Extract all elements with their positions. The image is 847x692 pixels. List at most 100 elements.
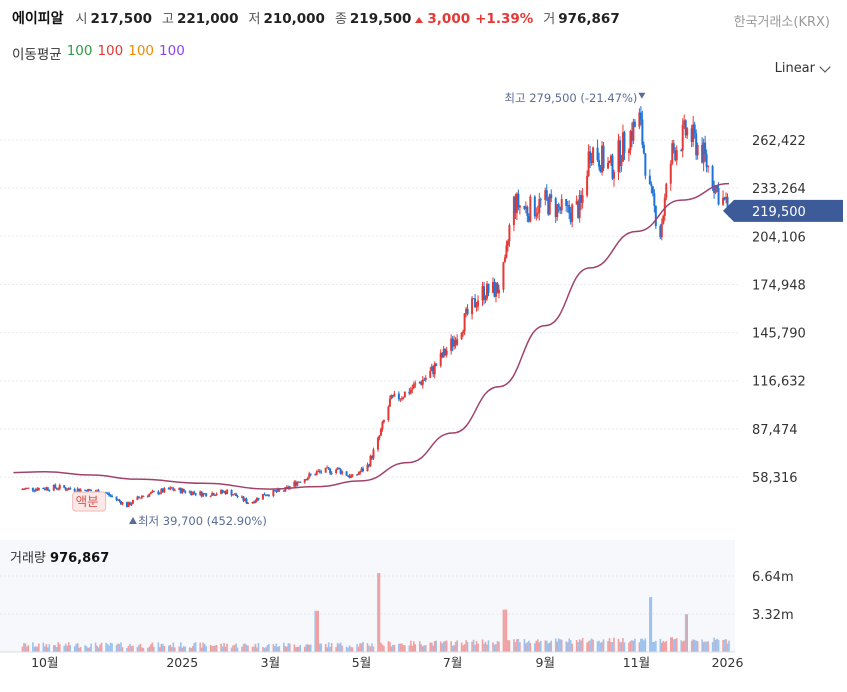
volume-bar	[649, 597, 651, 652]
high-label: 고	[162, 12, 174, 27]
candle-body	[484, 298, 487, 301]
volume-bar	[466, 641, 469, 652]
volume-bar	[528, 640, 530, 652]
volume-bar	[54, 645, 57, 652]
volume-bar	[704, 641, 706, 652]
scale-dropdown[interactable]: Linear	[775, 60, 831, 76]
volume-bar	[121, 647, 124, 652]
volume-bar	[669, 637, 672, 652]
volume-bar	[444, 640, 446, 652]
volume-bar	[423, 645, 426, 652]
volume-bar	[209, 644, 212, 652]
candle-body	[441, 353, 444, 358]
candle-body	[327, 467, 330, 469]
candle-body	[565, 198, 568, 206]
close-value: 219,500	[349, 11, 412, 27]
candle-body	[442, 348, 445, 358]
candle-body	[220, 490, 223, 494]
candle-body	[345, 471, 348, 476]
candle-body	[536, 212, 539, 214]
candle-body	[169, 487, 172, 490]
volume-bar	[545, 640, 548, 652]
volume-bar	[581, 637, 584, 652]
volume-bar	[707, 641, 709, 652]
volume-bar	[575, 640, 578, 652]
volume-bar	[401, 643, 403, 652]
candle-body	[456, 339, 459, 345]
volume-bar	[35, 646, 37, 652]
candle-body	[226, 490, 229, 495]
volume-bar	[244, 643, 246, 652]
candle-body	[596, 147, 599, 161]
volume-bar	[33, 646, 36, 652]
volume-bar	[690, 640, 693, 652]
candle-body	[423, 379, 426, 381]
volume-bar	[587, 641, 590, 652]
candle-body	[382, 420, 385, 422]
volume-bar	[607, 641, 609, 652]
low-annotation-group: 최저 39,700 (452.90%)	[128, 514, 267, 528]
volume-bar	[200, 647, 203, 652]
ma-period-1[interactable]: 100	[66, 43, 93, 59]
volume-bar	[692, 639, 694, 652]
volume-bar	[115, 644, 118, 652]
candle-body	[191, 491, 194, 495]
candle-body	[705, 154, 708, 168]
candle-body	[34, 488, 37, 491]
candle-body	[462, 331, 465, 334]
ma-period-4[interactable]: 100	[159, 43, 185, 59]
candle-body	[336, 467, 339, 470]
volume-bar	[362, 642, 364, 652]
ma-period-2[interactable]: 100	[97, 43, 124, 59]
volume-bar	[147, 647, 149, 652]
volume-bar	[381, 644, 384, 652]
volume-bar	[308, 644, 311, 652]
volume-bar	[628, 642, 630, 652]
volume-bar	[644, 638, 647, 652]
volume-bar	[329, 646, 331, 652]
volume-bar	[454, 641, 457, 652]
candle-body	[391, 395, 394, 397]
volume-bar	[266, 645, 269, 652]
candle-body	[642, 144, 645, 154]
time-tick-label: 2026	[712, 655, 744, 670]
candle-body	[69, 488, 72, 490]
candle-body	[577, 201, 580, 218]
candle-body	[400, 398, 403, 400]
volume-panel-label: 거래량	[10, 551, 46, 566]
volume-bar	[716, 638, 718, 652]
candle-body	[717, 187, 720, 205]
candle-body	[45, 487, 48, 490]
volume-bar	[680, 640, 683, 652]
ma-period-3[interactable]: 100	[128, 43, 155, 59]
volume-bar	[487, 640, 490, 652]
volume-bar	[571, 643, 573, 652]
volume-bar	[523, 638, 526, 652]
candle-body	[411, 388, 414, 390]
volume-bar	[683, 640, 686, 652]
volume-bar	[153, 646, 155, 652]
candle-body	[54, 484, 57, 488]
volume-bar	[224, 646, 227, 652]
candle-body	[115, 496, 118, 500]
candle-body	[526, 206, 529, 216]
volume-bar	[713, 637, 715, 652]
volume-bar	[508, 640, 511, 652]
volume-bar	[303, 646, 306, 652]
candle-body	[152, 491, 155, 493]
candle-body	[707, 166, 710, 168]
volume-bar	[568, 638, 570, 652]
volume-bar	[345, 646, 348, 652]
volume-bar	[519, 642, 521, 652]
candle-body	[617, 140, 620, 173]
volume-bar	[695, 640, 697, 652]
candle-body	[254, 500, 257, 503]
volume-bar	[577, 642, 579, 652]
grid-lines	[0, 139, 740, 478]
volume-bar	[251, 646, 254, 652]
volume-bar	[126, 648, 128, 652]
candle-body	[315, 471, 318, 476]
candle-body	[111, 495, 114, 497]
volume-bar	[97, 647, 100, 652]
